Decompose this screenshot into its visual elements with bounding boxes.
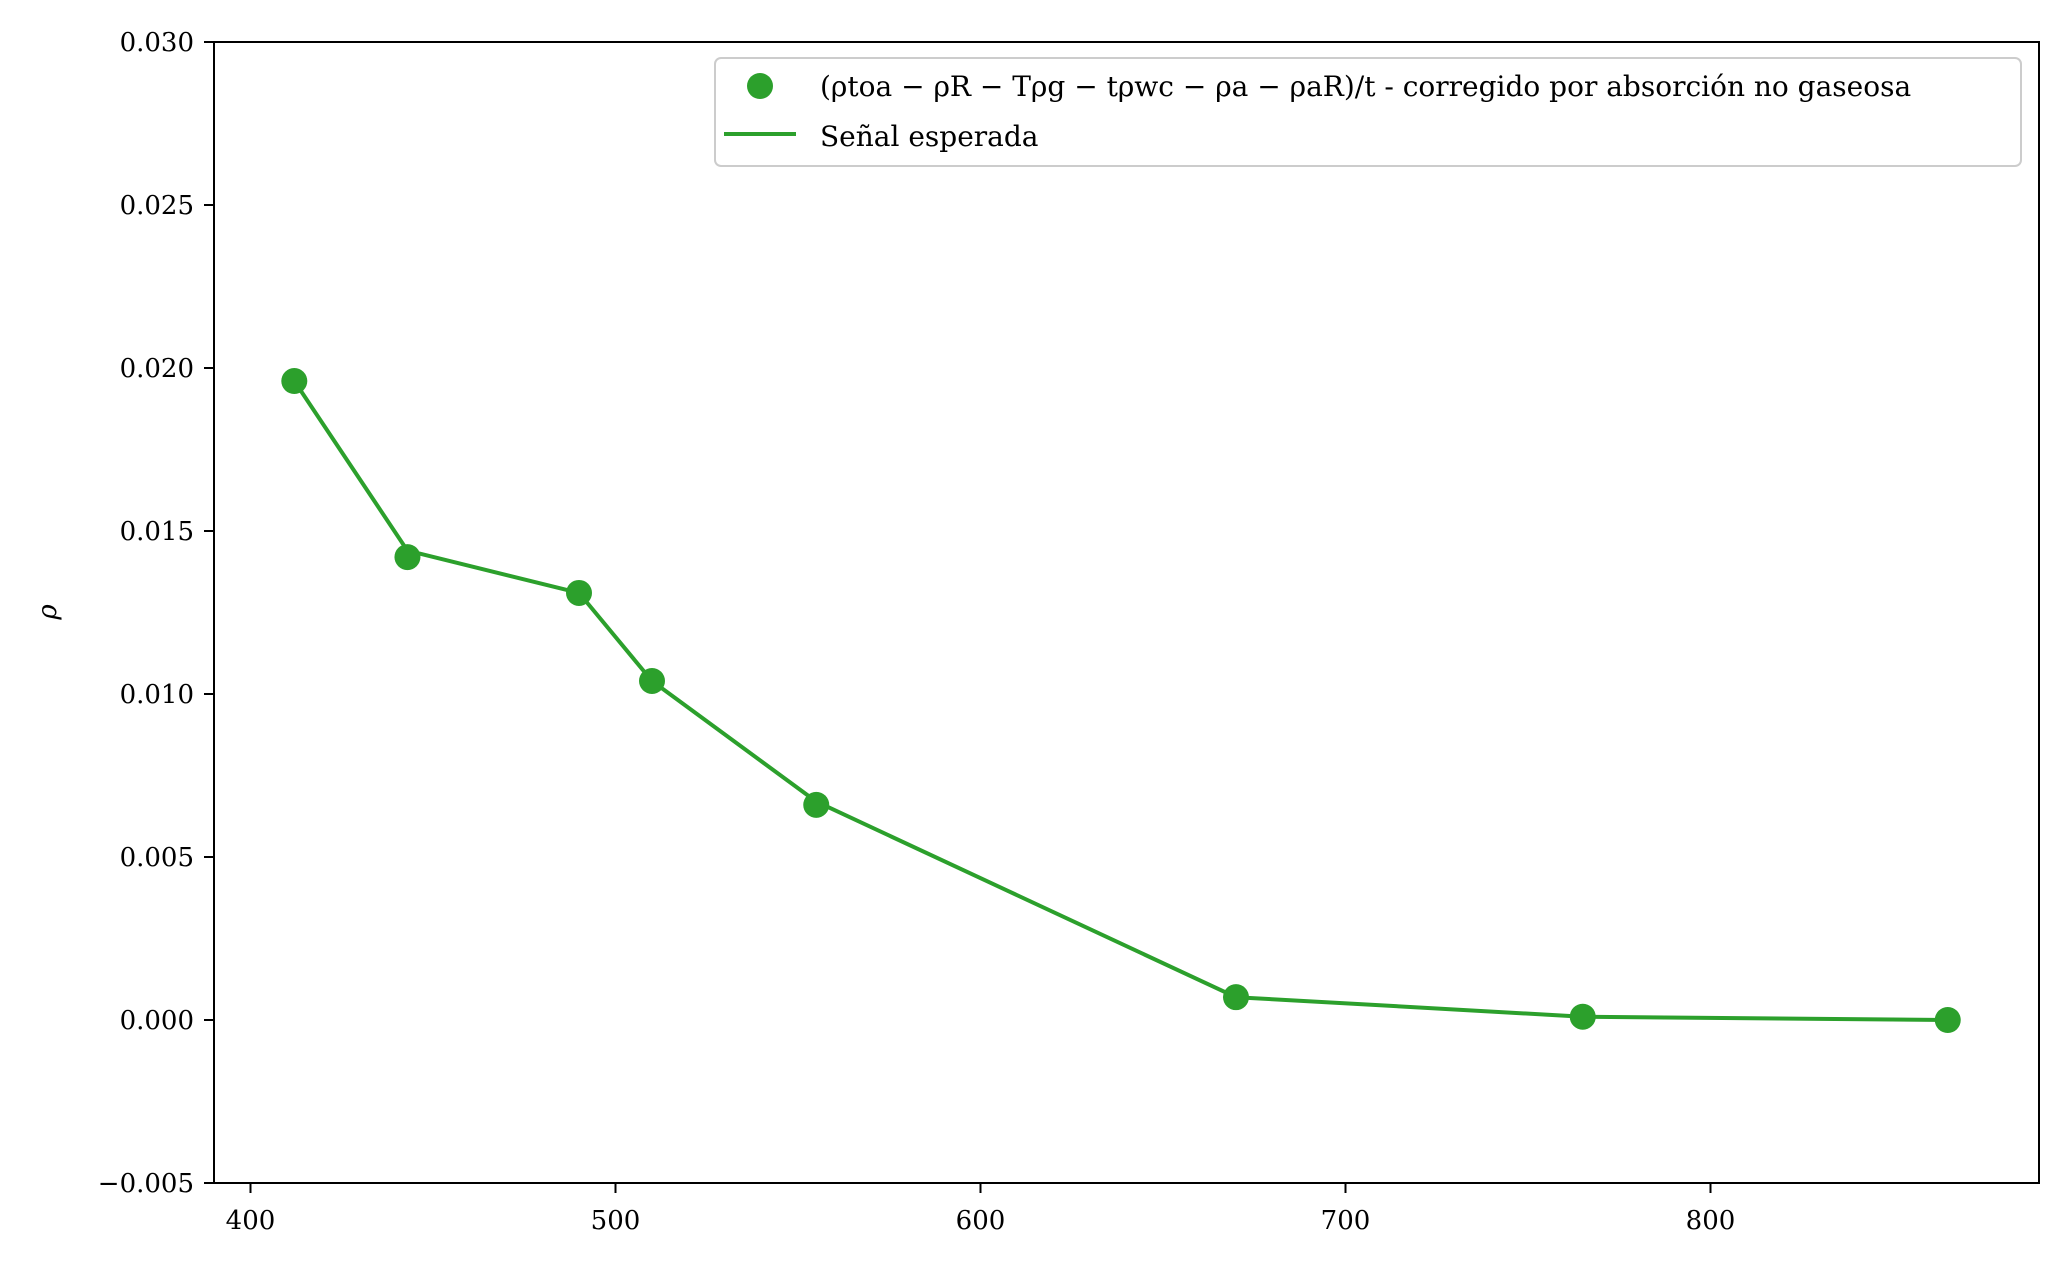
data-point xyxy=(1934,1007,1961,1033)
x-tick-label: 600 xyxy=(956,1206,1006,1236)
x-tick-label: 700 xyxy=(1321,1206,1371,1236)
y-tick-label: 0.020 xyxy=(120,354,194,384)
y-tick-label: −0.005 xyxy=(98,1169,194,1199)
y-tick-label: 0.030 xyxy=(120,28,194,58)
y-tick-label: 0.005 xyxy=(120,843,194,873)
series-layer xyxy=(281,368,1961,1033)
legend-entry-markers: (ρtoa − ρR − Tρg − tρwc − ρa − ρaR)/t - … xyxy=(820,70,1911,103)
y-tick-label: 0.025 xyxy=(120,191,194,221)
legend-marker-icon xyxy=(747,73,773,99)
data-point xyxy=(566,579,592,606)
data-point xyxy=(1223,984,1249,1011)
y-tick-label: 0.015 xyxy=(120,517,194,547)
x-axis: 400 500 600 700 800 xyxy=(226,1183,1736,1236)
legend-box xyxy=(714,57,2022,167)
x-tick-label: 400 xyxy=(226,1206,276,1236)
y-tick-label: 0.010 xyxy=(120,680,194,710)
data-point xyxy=(639,667,665,694)
x-tick-label: 800 xyxy=(1686,1206,1736,1236)
plot-area-frame xyxy=(213,41,2040,1184)
y-axis-label: ρ xyxy=(33,604,63,621)
y-tick-label: 0.000 xyxy=(120,1006,194,1036)
expected-signal-line xyxy=(292,379,1948,1022)
data-point xyxy=(803,791,830,818)
data-point xyxy=(281,368,308,395)
legend-entry-line: Señal esperada xyxy=(820,120,1038,153)
data-point xyxy=(394,544,421,571)
y-axis: −0.005 0.000 0.005 0.010 0.015 0.020 0.025 0.03… xyxy=(98,28,214,1199)
data-point xyxy=(1569,1003,1596,1030)
legend: (ρtoa − ρR − Tρg − tρwc − ρa − ρaR)/t - … xyxy=(714,57,2022,167)
x-tick-label: 500 xyxy=(591,1206,641,1236)
